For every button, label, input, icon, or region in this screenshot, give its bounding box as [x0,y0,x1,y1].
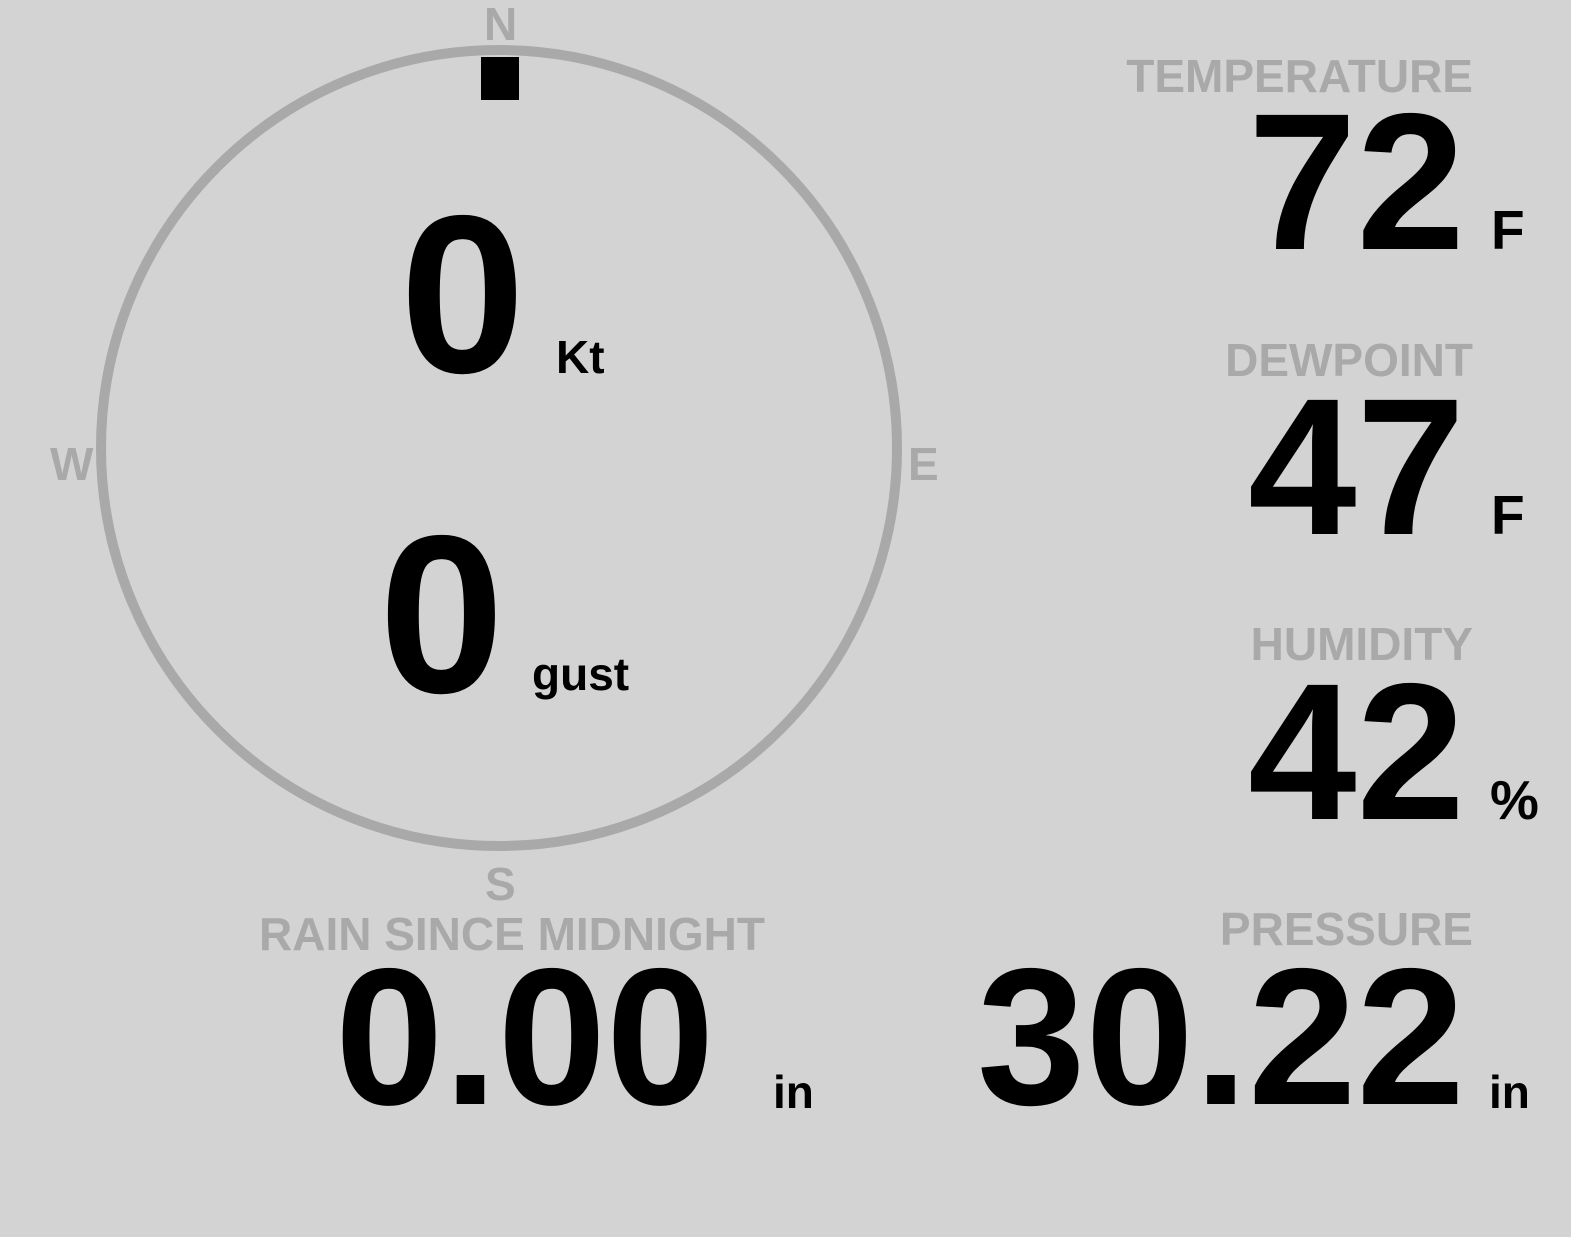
compass-ring [96,45,902,851]
dewpoint-label: DEWPOINT [1225,334,1473,386]
rain-value: 0.00 [335,928,715,1146]
wind-speed-value: 0 [400,168,526,420]
rain-unit: in [773,1066,814,1118]
humidity-value: 42 [1248,643,1465,861]
pressure-unit: in [1489,1066,1530,1118]
wind-gust-value: 0 [379,488,505,740]
compass-west: W [50,438,94,490]
temperature-value: 72 [1248,73,1465,291]
pressure-value: 30.22 [977,928,1465,1146]
wind-speed-unit: Kt [556,331,605,383]
compass-north: N [484,0,518,50]
temperature-label: TEMPERATURE [1126,50,1473,102]
wind-gust-unit: gust [532,648,630,700]
rain-label: RAIN SINCE MIDNIGHT [259,908,765,960]
temperature-unit: F [1491,199,1525,261]
humidity-label: HUMIDITY [1250,618,1473,670]
humidity-unit: % [1490,769,1539,831]
compass-east: E [908,438,939,490]
compass-south: S [485,858,516,910]
dewpoint-value: 47 [1248,358,1465,576]
wind-direction-marker [481,57,519,100]
pressure-label: PRESSURE [1219,903,1473,955]
dewpoint-unit: F [1491,484,1525,546]
